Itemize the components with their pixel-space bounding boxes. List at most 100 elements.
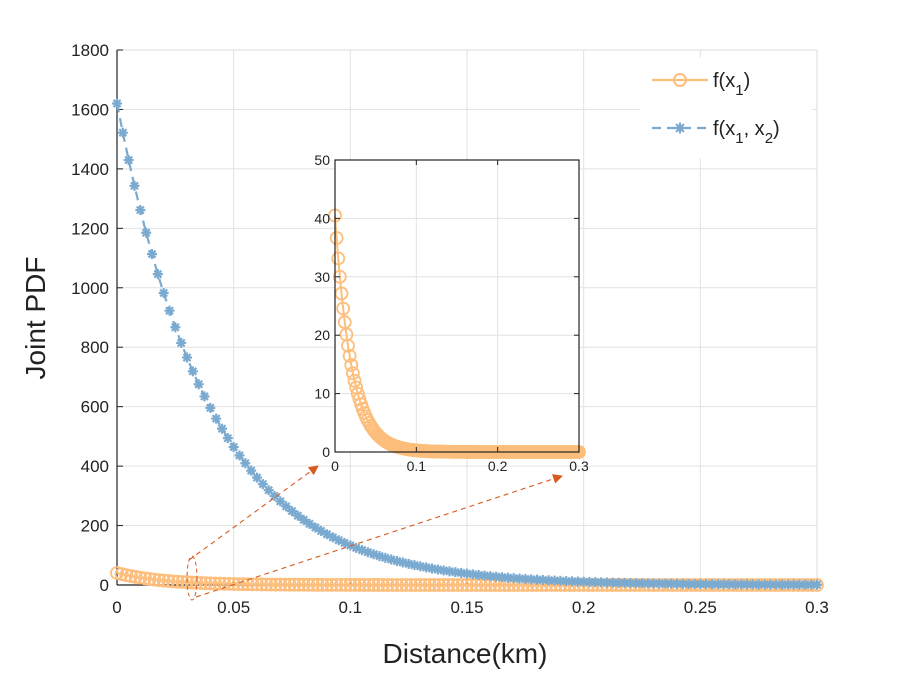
data-point-f-x1	[180, 575, 194, 590]
inset-x-tick-label: 0.1	[407, 458, 427, 474]
data-point-f-x1-x2	[228, 442, 239, 453]
data-point-f-x1	[156, 573, 171, 588]
data-point-f-x1	[464, 578, 479, 592]
data-point-f-x1	[254, 577, 269, 592]
inset-data-point-f-x1	[347, 373, 362, 388]
zoom-arrow-to-inset-end	[195, 474, 563, 598]
data-point-f-x1	[170, 574, 185, 589]
series-layer	[110, 98, 824, 592]
data-point-f-x1	[366, 578, 381, 592]
legend-marker-circle	[673, 73, 687, 87]
data-point-f-x1	[324, 577, 339, 592]
data-point-f-x1	[380, 578, 395, 592]
y-tick-label: 1800	[71, 41, 109, 60]
data-point-f-x1-x2	[292, 510, 303, 521]
data-point-f-x1	[390, 578, 404, 592]
inset-data-point-f-x1	[329, 231, 344, 245]
data-point-f-x1	[436, 578, 451, 592]
data-point-f-x1	[184, 575, 199, 590]
inset-data-point-f-x1	[344, 358, 359, 372]
y-tick-label: 1600	[71, 100, 109, 119]
data-point-f-x1	[408, 578, 423, 592]
data-point-f-x1	[301, 577, 316, 592]
inset-background	[335, 160, 579, 452]
data-point-f-x1	[399, 578, 414, 592]
inset-chart: 0 0.1 0.2 0.3 0 10 20 30 40 50	[314, 152, 589, 474]
data-point-f-x1	[404, 578, 418, 592]
x-tick-label: 0	[112, 598, 121, 617]
data-point-f-x1	[198, 576, 213, 591]
data-point-f-x1	[357, 578, 372, 592]
data-point-f-x1	[413, 578, 428, 592]
data-point-f-x1-x2	[211, 413, 222, 424]
x-tick-label: 0.1	[339, 598, 363, 617]
data-point-f-x1	[217, 576, 232, 591]
data-point-f-x1	[306, 577, 320, 592]
data-point-f-x1-x2	[135, 205, 146, 216]
data-point-f-x1-x2	[199, 391, 210, 402]
data-point-f-x1	[371, 578, 386, 592]
data-point-f-x1	[455, 578, 470, 592]
main-ticks: 0 0.05 0.1 0.15 0.2 0.25 0.3020040060080010001…	[71, 41, 829, 617]
data-point-f-x1-x2	[176, 337, 187, 348]
data-point-f-x1	[418, 578, 432, 592]
data-point-f-x1-x2	[246, 465, 257, 476]
data-point-f-x1	[338, 578, 353, 592]
data-point-f-x1	[240, 577, 255, 592]
data-point-f-x1-x2	[257, 479, 268, 490]
data-point-f-x1	[128, 570, 143, 584]
data-point-f-x1	[175, 575, 190, 589]
legend-item-f-x1-x2: f(x1, x2)	[652, 118, 780, 147]
inset-data-point-f-x1	[332, 269, 347, 284]
data-point-f-x1	[320, 577, 334, 592]
data-point-f-x1	[250, 577, 264, 592]
data-point-f-x1	[422, 578, 437, 592]
data-point-f-x1-x2	[170, 322, 181, 333]
y-axis-label: Joint PDF	[20, 257, 51, 380]
data-point-f-x1-x2	[234, 450, 245, 461]
data-point-f-x1	[166, 574, 180, 589]
inset-y-tick-label: 40	[314, 210, 330, 226]
data-point-f-x1-x2	[205, 402, 216, 413]
data-point-f-x1-x2	[141, 227, 152, 238]
data-point-f-x1	[152, 573, 166, 588]
data-point-f-x1-x2	[182, 352, 192, 363]
inset-x-tick-label: 0.3	[569, 458, 589, 474]
data-point-f-x1-x2	[812, 579, 822, 590]
data-point-f-x1-x2	[217, 423, 227, 434]
data-point-f-x1	[264, 577, 278, 592]
data-point-f-x1-x2	[117, 127, 128, 138]
data-point-f-x1	[161, 574, 176, 588]
x-tick-label: 0.3	[805, 598, 829, 617]
data-point-f-x1-x2	[147, 249, 157, 260]
inset-y-tick-label: 30	[314, 269, 330, 285]
data-point-f-x1	[348, 578, 362, 592]
data-point-f-x1	[352, 578, 367, 592]
data-point-f-x1	[478, 578, 493, 592]
data-point-f-x1	[441, 578, 456, 592]
data-point-f-x1	[282, 577, 297, 592]
x-tick-label: 0.25	[684, 598, 717, 617]
y-tick-label: 1200	[71, 219, 109, 238]
data-point-f-x1-x2	[187, 366, 198, 377]
inset-frame	[334, 159, 580, 453]
data-point-f-x1	[287, 577, 302, 592]
x-tick-label: 0.2	[572, 598, 596, 617]
inset-y-tick-label: 10	[314, 386, 330, 402]
data-point-f-x1	[362, 578, 376, 592]
data-point-f-x1-x2	[123, 155, 134, 166]
data-point-f-x1	[432, 578, 446, 592]
data-point-f-x1	[450, 578, 465, 592]
data-point-f-x1	[385, 578, 400, 592]
x-tick-label: 0.15	[450, 598, 483, 617]
data-point-f-x1	[226, 577, 241, 591]
data-point-f-x1-x2	[164, 305, 175, 316]
data-point-f-x1-x2	[222, 433, 233, 444]
data-point-f-x1-x2	[112, 98, 122, 109]
inset-x-tick-label: 0	[331, 458, 339, 474]
data-point-f-x1	[194, 576, 208, 590]
data-point-f-x1	[394, 578, 409, 592]
y-tick-label: 600	[81, 398, 109, 417]
data-point-f-x1-x2	[158, 287, 169, 298]
legend-marker-asterisk	[674, 122, 686, 134]
